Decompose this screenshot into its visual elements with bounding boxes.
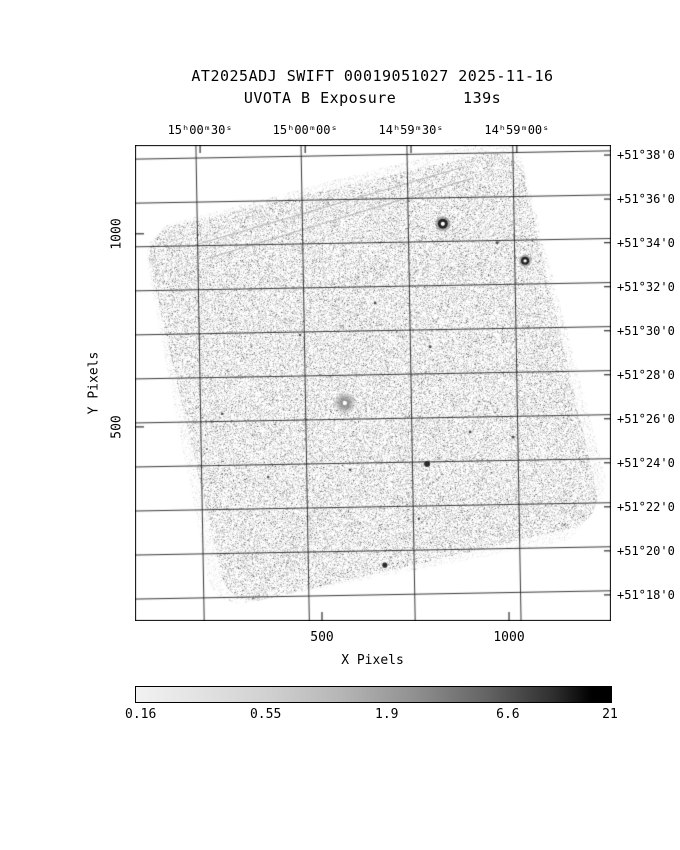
colorbar-tick-label: 1.9 bbox=[375, 707, 398, 722]
dec-tick-label: +51°22'0 bbox=[617, 500, 675, 514]
colorbar-tick-label: 0.55 bbox=[250, 707, 281, 722]
x-axis-title: X Pixels bbox=[135, 653, 610, 668]
dec-tick-label: +51°24'0 bbox=[617, 456, 675, 470]
dec-tick-label: +51°36'0 bbox=[617, 192, 675, 206]
y-tick-label: 1000 bbox=[110, 218, 125, 249]
plot-title: AT2025ADJ SWIFT 00019051027 2025-11-16 bbox=[135, 67, 610, 85]
colorbar-tick-label: 6.6 bbox=[496, 707, 519, 722]
colorbar-tick-label: 21 bbox=[602, 707, 618, 722]
dec-tick-label: +51°32'0 bbox=[617, 280, 675, 294]
sky-image-canvas bbox=[135, 145, 611, 621]
y-axis-title: Y Pixels bbox=[87, 352, 102, 415]
ra-tick-label: 14ʰ59ᵐ00ˢ bbox=[484, 123, 549, 137]
dec-tick-label: +51°34'0 bbox=[617, 236, 675, 250]
y-tick-label: 500 bbox=[110, 415, 125, 438]
colorbar-gradient bbox=[135, 686, 612, 703]
x-tick-label: 1000 bbox=[493, 630, 524, 645]
dec-tick-label: +51°26'0 bbox=[617, 412, 675, 426]
uvot-exposure-plot: AT2025ADJ SWIFT 00019051027 2025-11-16 U… bbox=[0, 0, 680, 850]
x-tick-label: 500 bbox=[310, 630, 333, 645]
colorbar-tick-label: 0.16 bbox=[125, 707, 156, 722]
ra-tick-label: 14ʰ59ᵐ30ˢ bbox=[379, 123, 444, 137]
dec-tick-label: +51°18'0 bbox=[617, 588, 675, 602]
ra-tick-label: 15ʰ00ᵐ30ˢ bbox=[168, 123, 233, 137]
ra-tick-label: 15ʰ00ᵐ00ˢ bbox=[273, 123, 338, 137]
plot-subtitle: UVOTA B Exposure 139s bbox=[135, 89, 610, 107]
dec-tick-label: +51°30'0 bbox=[617, 324, 675, 338]
dec-tick-label: +51°28'0 bbox=[617, 368, 675, 382]
dec-tick-label: +51°38'0 bbox=[617, 148, 675, 162]
dec-tick-label: +51°20'0 bbox=[617, 544, 675, 558]
